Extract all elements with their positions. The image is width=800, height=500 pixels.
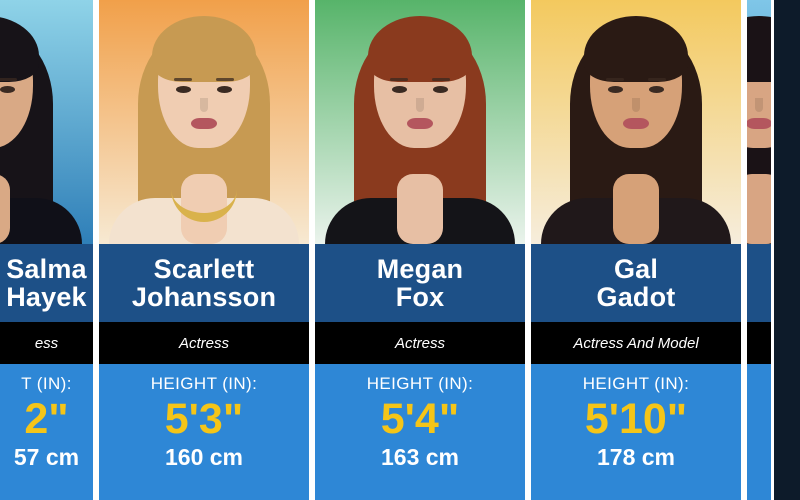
person-name-line1: Gal <box>613 253 659 284</box>
person-stats: HEIGHT (IN): 5'3" 160 cm <box>99 364 309 500</box>
portrait-figure <box>541 0 731 244</box>
height-value-inches: 5'3" <box>164 395 244 443</box>
person-role-bar: ess <box>0 322 93 364</box>
person-name-bar: Megan Fox <box>315 244 525 322</box>
lips <box>191 118 217 129</box>
portrait-figure <box>0 0 82 244</box>
height-value-inches: 2" <box>24 395 69 443</box>
nose <box>632 98 640 112</box>
person-name-line1: Megan <box>376 253 464 284</box>
neck <box>0 174 10 244</box>
person-name-line2: Fox <box>395 282 445 312</box>
person-name-bar: Salma Hayek <box>0 244 93 322</box>
person-stats <box>747 364 771 500</box>
person-card: Salma Hayek ess T (IN): 2" 57 cm <box>0 0 96 500</box>
neck <box>747 174 771 244</box>
eye-right <box>0 86 15 93</box>
person-stats: T (IN): 2" 57 cm <box>0 364 93 500</box>
eyebrow-right <box>0 78 17 81</box>
person-role-bar: Actress And Model <box>531 322 741 364</box>
portrait-figure <box>325 0 515 244</box>
lips <box>623 118 649 129</box>
hair-front <box>584 16 688 82</box>
person-stats: HEIGHT (IN): 5'10" 178 cm <box>531 364 741 500</box>
eye-left <box>608 86 623 93</box>
person-name-line2: Johansson <box>131 282 277 312</box>
person-role: Actress <box>178 334 229 352</box>
person-name-bar <box>747 244 771 322</box>
person-role: Actress <box>394 334 445 352</box>
height-label: HEIGHT (IN): <box>582 374 690 393</box>
portrait-figure <box>747 0 771 244</box>
height-label: T (IN): <box>21 374 72 393</box>
eyebrow-right <box>432 78 450 81</box>
height-value-cm: 57 cm <box>13 444 80 471</box>
height-label: HEIGHT (IN): <box>366 374 474 393</box>
eyebrow-right <box>216 78 234 81</box>
eyebrow-right <box>648 78 666 81</box>
person-card: Scarlett Johansson Actress HEIGHT (IN): … <box>96 0 312 500</box>
neck <box>397 174 443 244</box>
person-role-bar: Actress <box>315 322 525 364</box>
portrait-figure <box>109 0 299 244</box>
person-role-bar <box>747 322 771 364</box>
person-name-line1: Salma <box>6 253 87 284</box>
person-name-bar: Gal Gadot <box>531 244 741 322</box>
eyebrow-left <box>174 78 192 81</box>
eye-right <box>433 86 448 93</box>
height-value-cm: 160 cm <box>164 444 243 471</box>
nose <box>416 98 424 112</box>
eyebrow-left <box>606 78 624 81</box>
person-stats: HEIGHT (IN): 5'4" 163 cm <box>315 364 525 500</box>
person-name-line2: Hayek <box>6 282 87 312</box>
person-photo <box>531 0 741 244</box>
necklace <box>171 189 237 222</box>
eye-left <box>176 86 191 93</box>
height-value-cm: 178 cm <box>596 444 675 471</box>
nose <box>200 98 208 112</box>
hair-front <box>0 16 39 82</box>
person-card <box>744 0 774 500</box>
lips <box>747 118 771 129</box>
eye-right <box>217 86 232 93</box>
hair-front <box>747 16 771 82</box>
hair-front <box>152 16 256 82</box>
person-card: Gal Gadot Actress And Model HEIGHT (IN):… <box>528 0 744 500</box>
person-photo <box>0 0 93 244</box>
person-role-bar: Actress <box>99 322 309 364</box>
eye-left <box>392 86 407 93</box>
height-value-inches: 5'4" <box>380 395 460 443</box>
nose <box>755 98 763 112</box>
height-label: HEIGHT (IN): <box>150 374 258 393</box>
person-photo <box>747 0 771 244</box>
neck <box>613 174 659 244</box>
person-name-line1: Scarlett <box>153 253 255 284</box>
hair-front <box>368 16 472 82</box>
eye-right <box>649 86 664 93</box>
person-photo <box>315 0 525 244</box>
lips <box>407 118 433 129</box>
eyebrow-left <box>390 78 408 81</box>
height-value-cm: 163 cm <box>380 444 459 471</box>
person-photo <box>99 0 309 244</box>
person-name-bar: Scarlett Johansson <box>99 244 309 322</box>
person-role: Actress And Model <box>573 334 699 352</box>
person-card: Megan Fox Actress HEIGHT (IN): 5'4" 163 … <box>312 0 528 500</box>
person-role: ess <box>34 334 59 352</box>
person-name-line2: Gadot <box>596 282 676 312</box>
height-value-inches: 5'10" <box>584 395 688 443</box>
